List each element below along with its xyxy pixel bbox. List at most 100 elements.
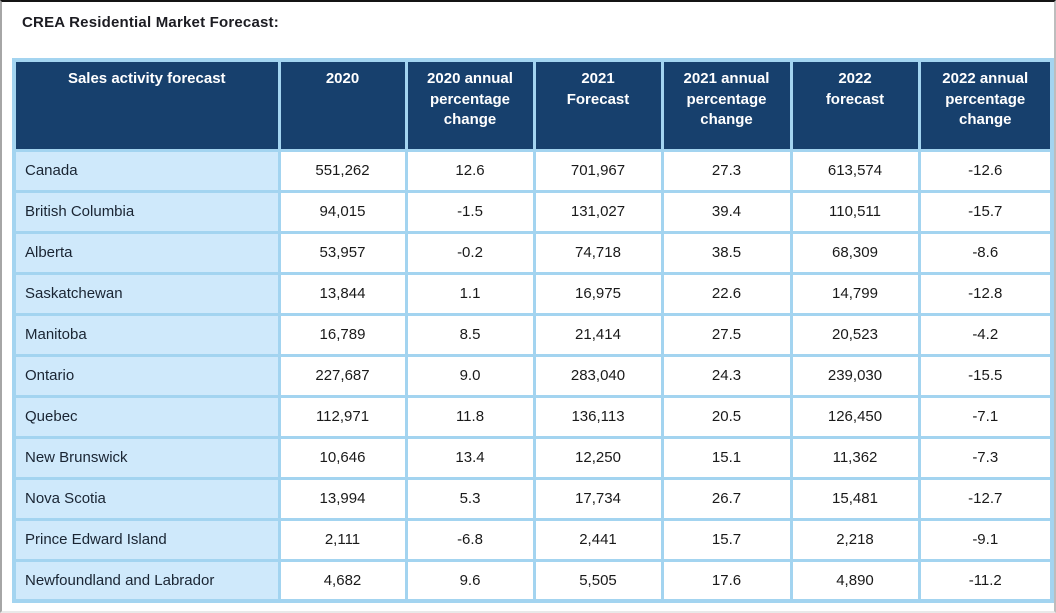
value-cell: 68,309 bbox=[789, 230, 921, 275]
value-cell: 227,687 bbox=[277, 353, 408, 398]
value-cell: 12,250 bbox=[532, 435, 664, 480]
value-cell: 20,523 bbox=[789, 312, 921, 357]
value-cell: 1.1 bbox=[404, 271, 536, 316]
value-cell: -12.6 bbox=[917, 148, 1054, 193]
value-cell: 613,574 bbox=[789, 148, 921, 193]
region-cell: Newfoundland and Labrador bbox=[12, 558, 281, 603]
value-cell: 8.5 bbox=[404, 312, 536, 357]
value-cell: 112,971 bbox=[277, 394, 408, 439]
value-cell: 4,890 bbox=[789, 558, 921, 603]
page-title: CREA Residential Market Forecast: bbox=[22, 14, 279, 31]
value-cell: -0.2 bbox=[404, 230, 536, 275]
value-cell: 126,450 bbox=[789, 394, 921, 439]
value-cell: 38.5 bbox=[660, 230, 793, 275]
table-row: Canada 551,262 12.6 701,967 27.3 613,574 -12.6 bbox=[12, 148, 1054, 193]
header-row: Sales activity forecast 2020 2020 annual… bbox=[12, 58, 1054, 152]
table-row: Newfoundland and Labrador 4,682 9.6 5,505 17… bbox=[12, 558, 1054, 603]
value-cell: 551,262 bbox=[277, 148, 408, 193]
value-cell: 13,994 bbox=[277, 476, 408, 521]
header-2022-annual-percentage-change: 2022 annual percentage change bbox=[917, 58, 1054, 152]
value-cell: 283,040 bbox=[532, 353, 664, 398]
region-cell: Ontario bbox=[12, 353, 281, 398]
table-row: Manitoba 16,789 8.5 21,414 27.5 20,523 -4.2 bbox=[12, 312, 1054, 357]
header-2020: 2020 bbox=[277, 58, 408, 152]
value-cell: 131,027 bbox=[532, 189, 664, 234]
value-cell: 2,218 bbox=[789, 517, 921, 562]
value-cell: 14,799 bbox=[789, 271, 921, 316]
value-cell: 5,505 bbox=[532, 558, 664, 603]
value-cell: -15.5 bbox=[917, 353, 1054, 398]
value-cell: 10,646 bbox=[277, 435, 408, 480]
header-sales-activity-forecast: Sales activity forecast bbox=[12, 58, 281, 152]
region-cell: British Columbia bbox=[12, 189, 281, 234]
value-cell: 39.4 bbox=[660, 189, 793, 234]
value-cell: 2,111 bbox=[277, 517, 408, 562]
value-cell: 21,414 bbox=[532, 312, 664, 357]
value-cell: 15.7 bbox=[660, 517, 793, 562]
header-2020-annual-percentage-change: 2020 annual percentage change bbox=[404, 58, 536, 152]
value-cell: -4.2 bbox=[917, 312, 1054, 357]
value-cell: 27.5 bbox=[660, 312, 793, 357]
table-row: Alberta 53,957 -0.2 74,718 38.5 68,309 -8.6 bbox=[12, 230, 1054, 275]
region-cell: New Brunswick bbox=[12, 435, 281, 480]
value-cell: 136,113 bbox=[532, 394, 664, 439]
value-cell: -1.5 bbox=[404, 189, 536, 234]
value-cell: 27.3 bbox=[660, 148, 793, 193]
table-row: Nova Scotia 13,994 5.3 17,734 26.7 15,481 -12.… bbox=[12, 476, 1054, 521]
region-cell: Canada bbox=[12, 148, 281, 193]
value-cell: 239,030 bbox=[789, 353, 921, 398]
table-body: Canada 551,262 12.6 701,967 27.3 613,574 -12.6… bbox=[12, 148, 1054, 603]
value-cell: -15.7 bbox=[917, 189, 1054, 234]
value-cell: -11.2 bbox=[917, 558, 1054, 603]
region-cell: Prince Edward Island bbox=[12, 517, 281, 562]
value-cell: 17,734 bbox=[532, 476, 664, 521]
table-row: Ontario 227,687 9.0 283,040 24.3 239,030 -15.5 bbox=[12, 353, 1054, 398]
value-cell: -7.3 bbox=[917, 435, 1054, 480]
region-cell: Alberta bbox=[12, 230, 281, 275]
table-header: Sales activity forecast 2020 2020 annual… bbox=[12, 58, 1054, 152]
region-cell: Nova Scotia bbox=[12, 476, 281, 521]
value-cell: 22.6 bbox=[660, 271, 793, 316]
table-row: New Brunswick 10,646 13.4 12,250 15.1 11,362-… bbox=[12, 435, 1054, 480]
value-cell: 15,481 bbox=[789, 476, 921, 521]
header-2021-annual-percentage-change: 2021 annual percentage change bbox=[660, 58, 793, 152]
value-cell: 16,975 bbox=[532, 271, 664, 316]
value-cell: 94,015 bbox=[277, 189, 408, 234]
value-cell: -12.8 bbox=[917, 271, 1054, 316]
table-row: Quebec 112,971 11.8 136,113 20.5 126,450 -7.1 bbox=[12, 394, 1054, 439]
region-cell: Quebec bbox=[12, 394, 281, 439]
value-cell: 11,362 bbox=[789, 435, 921, 480]
value-cell: 53,957 bbox=[277, 230, 408, 275]
value-cell: 701,967 bbox=[532, 148, 664, 193]
table-row: British Columbia 94,015 -1.5 131,027 39.4 110… bbox=[12, 189, 1054, 234]
value-cell: 12.6 bbox=[404, 148, 536, 193]
value-cell: 2,441 bbox=[532, 517, 664, 562]
value-cell: 26.7 bbox=[660, 476, 793, 521]
table-row: Prince Edward Island 2,111 -6.8 2,441 15.7 2,… bbox=[12, 517, 1054, 562]
header-2022-forecast: 2022 forecast bbox=[789, 58, 921, 152]
value-cell: 20.5 bbox=[660, 394, 793, 439]
value-cell: 110,511 bbox=[789, 189, 921, 234]
value-cell: -8.6 bbox=[917, 230, 1054, 275]
value-cell: 16,789 bbox=[277, 312, 408, 357]
value-cell: -7.1 bbox=[917, 394, 1054, 439]
value-cell: -12.7 bbox=[917, 476, 1054, 521]
value-cell: 4,682 bbox=[277, 558, 408, 603]
value-cell: -9.1 bbox=[917, 517, 1054, 562]
header-2021-forecast: 2021 Forecast bbox=[532, 58, 664, 152]
value-cell: -6.8 bbox=[404, 517, 536, 562]
value-cell: 13.4 bbox=[404, 435, 536, 480]
region-cell: Saskatchewan bbox=[12, 271, 281, 316]
value-cell: 15.1 bbox=[660, 435, 793, 480]
table-row: Saskatchewan 13,844 1.1 16,975 22.6 14,799 -12… bbox=[12, 271, 1054, 316]
value-cell: 9.6 bbox=[404, 558, 536, 603]
value-cell: 17.6 bbox=[660, 558, 793, 603]
forecast-table: Sales activity forecast 2020 2020 annual… bbox=[12, 58, 1054, 603]
value-cell: 9.0 bbox=[404, 353, 536, 398]
value-cell: 74,718 bbox=[532, 230, 664, 275]
region-cell: Manitoba bbox=[12, 312, 281, 357]
value-cell: 11.8 bbox=[404, 394, 536, 439]
value-cell: 24.3 bbox=[660, 353, 793, 398]
value-cell: 13,844 bbox=[277, 271, 408, 316]
value-cell: 5.3 bbox=[404, 476, 536, 521]
